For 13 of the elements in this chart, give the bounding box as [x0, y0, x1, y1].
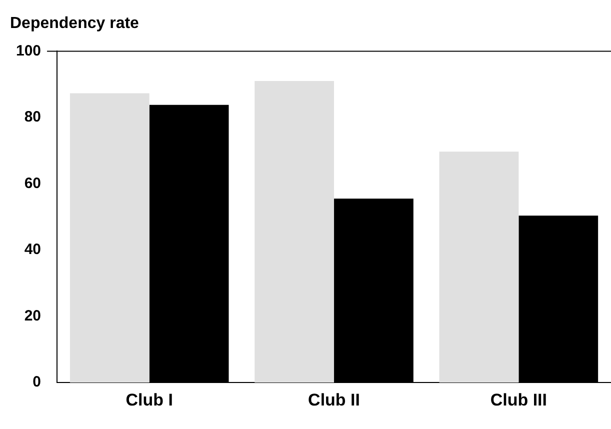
x-tick-label: Club II: [308, 390, 360, 410]
x-tick-label: Club III: [490, 390, 548, 410]
y-tick-label: 80: [24, 108, 42, 126]
y-tick-label: 0: [32, 374, 42, 391]
y-tick-label: 60: [24, 174, 42, 192]
y-tick-label: 40: [24, 241, 42, 258]
bar: [439, 152, 519, 383]
y-tick-label: 100: [16, 42, 42, 60]
y-tick-label: 20: [24, 307, 42, 324]
x-tick-label: Club I: [126, 390, 173, 410]
bar: [254, 81, 334, 383]
chart-title: Dependency rate: [10, 15, 140, 32]
bar: [70, 93, 150, 383]
